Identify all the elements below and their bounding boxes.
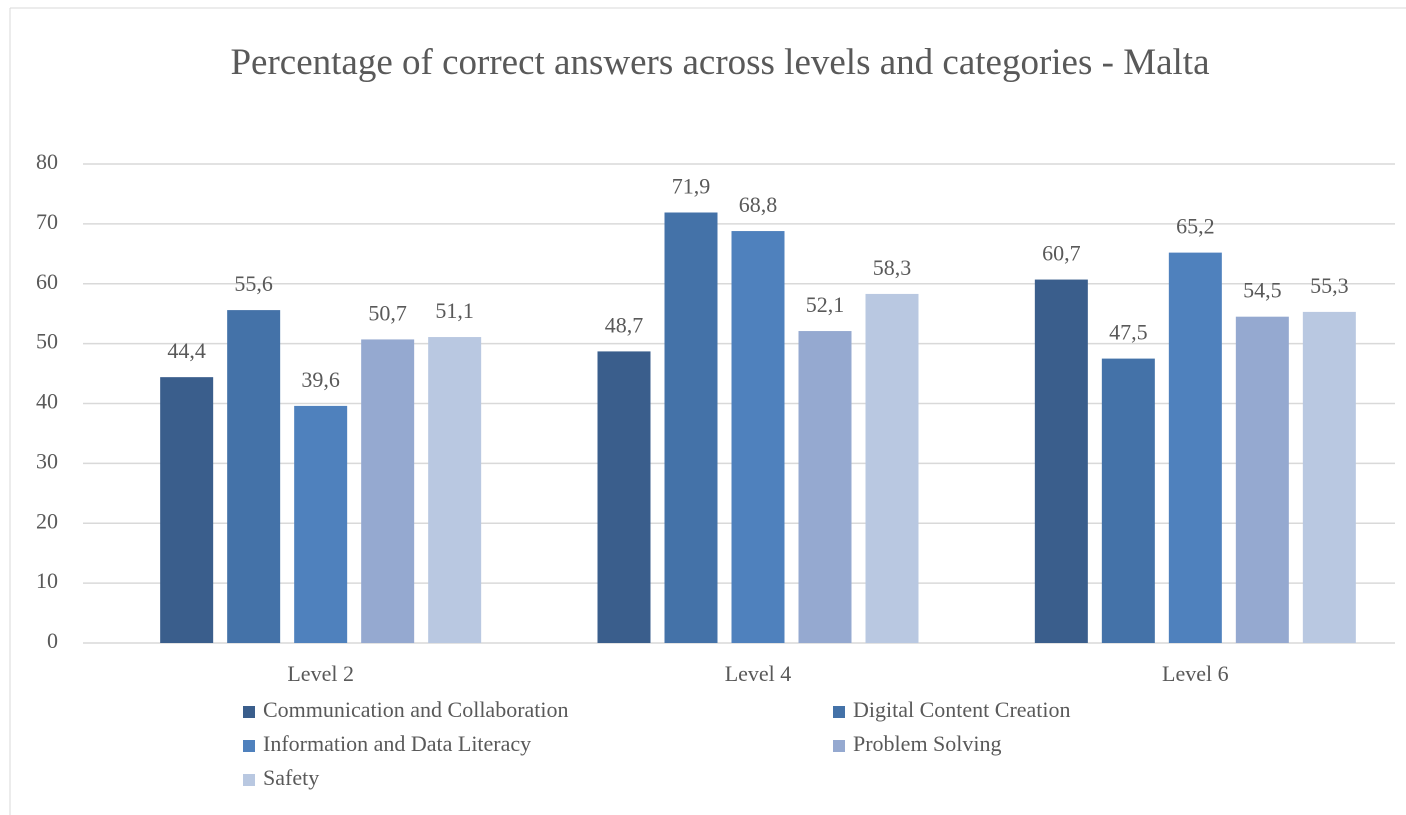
x-tick-label: Level 2: [287, 661, 354, 686]
bar: [1034, 279, 1088, 643]
bar: [361, 339, 415, 643]
bar: [1235, 316, 1289, 643]
legend-swatch: [243, 706, 255, 718]
value-label: 52,1: [806, 292, 845, 317]
y-tick-label: 60: [36, 269, 58, 294]
value-label: 55,6: [234, 271, 273, 296]
bar: [597, 351, 651, 643]
bar: [664, 212, 718, 643]
y-tick-label: 70: [36, 209, 58, 234]
legend-swatch: [833, 706, 845, 718]
value-label: 51,1: [435, 298, 474, 323]
value-label: 39,6: [301, 367, 340, 392]
bar: [428, 337, 482, 643]
bar: [160, 377, 214, 643]
legend-label: Communication and Collaboration: [263, 697, 569, 722]
legend-label: Information and Data Literacy: [263, 731, 531, 756]
legend-label: Digital Content Creation: [853, 697, 1071, 722]
value-label: 50,7: [368, 300, 407, 325]
legend-label: Safety: [263, 765, 319, 790]
y-tick-label: 0: [47, 628, 58, 653]
bar: [1302, 311, 1356, 643]
legend-swatch: [243, 740, 255, 752]
y-tick-label: 10: [36, 568, 58, 593]
y-tick-label: 50: [36, 329, 58, 354]
legend-label: Problem Solving: [853, 731, 1002, 756]
bar: [731, 231, 785, 643]
value-label: 58,3: [873, 255, 912, 280]
bar: [1101, 358, 1155, 643]
bar: [294, 405, 348, 643]
legend-swatch: [243, 774, 255, 786]
y-tick-label: 20: [36, 508, 58, 533]
value-label: 48,7: [605, 312, 644, 337]
value-label: 68,8: [739, 192, 778, 217]
value-label: 44,4: [167, 338, 206, 363]
value-label: 60,7: [1042, 241, 1081, 266]
chart-title: Percentage of correct answers across lev…: [230, 42, 1210, 83]
bar: [865, 293, 919, 643]
x-tick-label: Level 6: [1162, 661, 1229, 686]
bar: [1168, 252, 1222, 644]
y-tick-label: 80: [36, 149, 58, 174]
y-tick-label: 30: [36, 448, 58, 473]
bar: [227, 310, 281, 643]
y-tick-label: 40: [36, 389, 58, 414]
value-label: 71,9: [672, 174, 711, 199]
bar: [798, 331, 852, 643]
x-tick-label: Level 4: [725, 661, 792, 686]
value-label: 47,5: [1109, 320, 1148, 345]
value-label: 55,3: [1310, 273, 1349, 298]
value-label: 65,2: [1176, 214, 1215, 239]
legend-swatch: [833, 740, 845, 752]
value-label: 54,5: [1243, 278, 1282, 303]
